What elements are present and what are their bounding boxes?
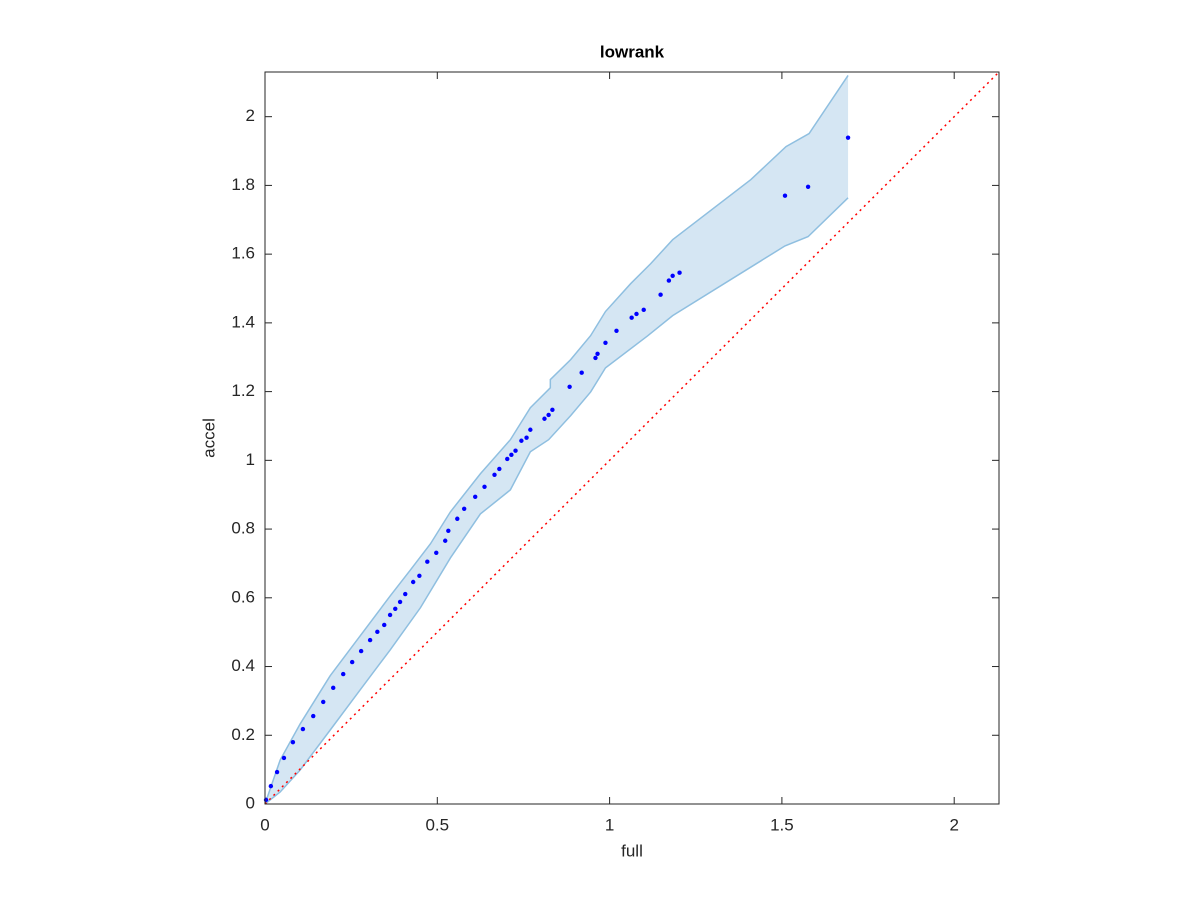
point	[482, 484, 487, 489]
point	[528, 427, 533, 432]
x-tick-label: 2	[949, 815, 958, 834]
point	[550, 407, 555, 413]
point	[524, 435, 529, 440]
point	[666, 278, 672, 283]
y-tick-label: 0.4	[231, 656, 255, 675]
point	[321, 699, 326, 705]
point	[382, 622, 387, 628]
y-tick-label: 1.4	[231, 312, 255, 331]
point	[614, 328, 619, 333]
y-tick-label: 0	[246, 793, 255, 812]
x-tick-label: 0	[260, 815, 269, 834]
point	[805, 184, 811, 189]
point	[603, 340, 608, 346]
y-tick-label: 1.2	[231, 381, 255, 400]
point	[677, 270, 682, 275]
point	[782, 193, 788, 198]
x-tick-label: 1	[605, 815, 614, 834]
x-axis-label: full	[621, 841, 643, 860]
point	[274, 769, 280, 775]
point	[349, 659, 355, 665]
y-tick-label: 1.8	[231, 175, 255, 194]
point	[595, 351, 600, 357]
band-upper	[264, 75, 849, 805]
point	[542, 416, 547, 421]
point	[546, 412, 551, 418]
x-tick-label: 1.5	[770, 815, 794, 834]
point	[397, 599, 403, 605]
point	[658, 292, 663, 297]
point	[593, 355, 598, 361]
point	[290, 739, 296, 745]
x-tick-label: 0.5	[425, 815, 449, 834]
point	[579, 370, 584, 375]
point	[311, 713, 316, 719]
axes-box	[264, 71, 1000, 805]
point	[425, 559, 430, 564]
point	[473, 494, 478, 499]
point	[513, 448, 518, 453]
point	[446, 528, 451, 533]
point	[281, 755, 287, 761]
point	[375, 629, 380, 635]
point	[443, 538, 448, 543]
point	[509, 452, 514, 458]
point	[519, 438, 524, 443]
point	[410, 579, 416, 585]
point	[641, 307, 646, 313]
y-tick-label: 1	[246, 450, 255, 469]
chart-title: lowrank	[600, 42, 665, 61]
point	[461, 506, 467, 511]
y-tick-label: 1.6	[231, 244, 255, 263]
y-tick-label: 0.6	[231, 587, 255, 606]
point	[629, 315, 634, 320]
point	[634, 311, 639, 317]
y-tick-label: 0.2	[231, 725, 255, 744]
point	[263, 797, 269, 803]
y-tick-label: 2	[246, 106, 255, 125]
point	[358, 648, 364, 654]
point	[670, 273, 675, 278]
point	[403, 591, 408, 597]
point	[387, 612, 393, 618]
point	[505, 456, 510, 462]
point	[497, 466, 502, 472]
point	[567, 384, 572, 389]
point	[268, 783, 274, 789]
y-tick-label: 0.8	[231, 519, 255, 538]
point	[341, 671, 346, 677]
point	[300, 726, 306, 732]
point	[492, 472, 497, 477]
point	[393, 606, 398, 611]
point	[434, 550, 439, 555]
point	[331, 685, 336, 691]
point	[367, 637, 373, 643]
band-fill	[265, 75, 849, 804]
point	[455, 516, 460, 521]
band-lower	[264, 197, 849, 805]
point	[845, 135, 851, 140]
y-axis-label: accel	[199, 418, 218, 458]
point	[417, 573, 422, 579]
